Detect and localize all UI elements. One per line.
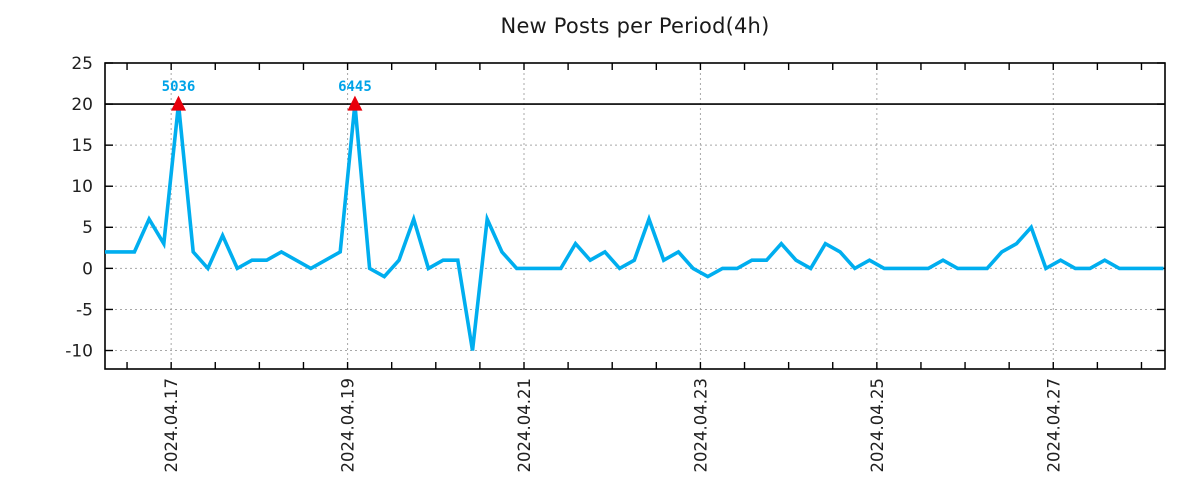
plot-frame <box>104 62 1166 370</box>
x-axis-tick-label: 2024.04.17 <box>162 378 181 472</box>
peak-value-label: 5036 <box>162 79 196 95</box>
y-axis-tick-label: 0 <box>82 259 93 279</box>
peak-marker-icon <box>171 95 187 111</box>
y-axis-tick-label: -5 <box>76 300 93 320</box>
y-axis-tick-label: 15 <box>71 136 93 156</box>
x-axis-tick-label: 2024.04.25 <box>868 378 887 472</box>
y-axis-tick-label: 20 <box>71 95 93 115</box>
y-axis-tick-label: 25 <box>71 54 93 74</box>
new-posts-line-series <box>105 103 1164 351</box>
x-axis-tick-label: 2024.04.27 <box>1044 378 1063 472</box>
y-axis-tick-label: 5 <box>82 218 93 238</box>
x-axis-tick-label: 2024.04.19 <box>339 378 358 472</box>
y-axis-tick-label: 10 <box>71 177 93 197</box>
peak-value-label: 6445 <box>338 79 372 95</box>
y-axis-tick-label: -10 <box>65 341 93 361</box>
x-axis-tick-label: 2024.04.21 <box>515 378 534 472</box>
x-axis-tick-label: 2024.04.23 <box>691 378 710 472</box>
chart-title: New Posts per Period(4h) <box>500 14 770 38</box>
peak-marker-icon <box>347 95 363 111</box>
